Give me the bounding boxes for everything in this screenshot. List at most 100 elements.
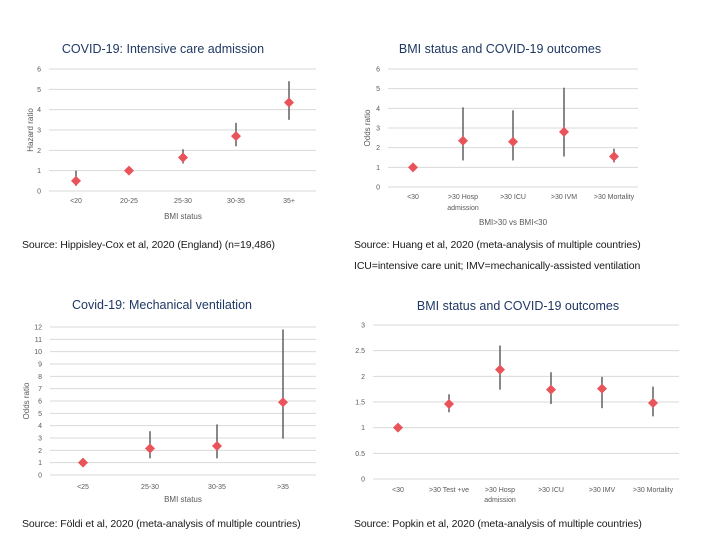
x-tick-label-line: admission	[484, 497, 516, 504]
data-point	[495, 364, 505, 375]
y-tick-label: 3	[37, 128, 41, 135]
x-tick-label: 25-30	[141, 484, 159, 491]
data-point	[444, 399, 454, 410]
chart-title: BMI status and COVID-19 outcomes	[399, 42, 601, 56]
x-tick-label-line: >30 Mortality	[633, 487, 674, 494]
y-tick-label: 0	[376, 185, 380, 192]
x-tick-label-line: >30 Mortality	[594, 194, 635, 201]
x-tick-label: <20	[70, 198, 82, 205]
y-tick-label: 1	[361, 425, 365, 432]
x-tick-label: 25-30	[174, 198, 192, 205]
x-tick-label-line: 30-35	[227, 198, 245, 205]
y-tick-label: 8	[38, 374, 42, 381]
y-tick-label: 2	[361, 374, 365, 381]
y-tick-label: 6	[376, 67, 380, 74]
x-tick-label: >30 IVM	[551, 194, 577, 201]
chart-title: BMI status and COVID-19 outcomes	[417, 299, 619, 313]
x-tick-label-line: >30 IMV	[589, 487, 616, 494]
y-tick-label: 1	[376, 165, 380, 172]
source-caption-icu: Source: Hippisley-Cox et al, 2020 (Engla…	[22, 239, 275, 251]
data-point	[546, 384, 556, 395]
y-tick-label: 6	[38, 399, 42, 406]
x-tick-label-line: >30 Test +ve	[429, 487, 469, 494]
x-tick-label: 20-25	[120, 198, 138, 205]
data-point	[231, 131, 241, 142]
abbreviation-note: ICU=intensive care unit; IMV=mechanicall…	[354, 260, 641, 272]
x-tick-label: 35+	[283, 198, 295, 205]
data-point	[124, 165, 134, 176]
source-caption-huang: Source: Huang et al, 2020 (meta-analysis…	[354, 239, 641, 251]
x-tick-label: <30	[392, 487, 404, 494]
chart-popkin-outcomes: BMI status and COVID-19 outcomes 0 0.5 1 1.…	[355, 299, 679, 504]
x-tick-label-line: >35	[277, 484, 289, 491]
y-tick-label: 2	[38, 448, 42, 455]
chart-huang-outcomes: BMI status and COVID-19 outcomes 0 1 2 3 4 5 6…	[363, 42, 638, 227]
data-point	[393, 422, 403, 433]
data-point	[145, 443, 155, 454]
y-tick-label: 2	[37, 148, 41, 155]
x-tick-label: <30	[407, 194, 419, 201]
chart-title: Covid-19: Mechanical ventilation	[72, 298, 252, 312]
y-tick-label: 7	[38, 386, 42, 393]
y-tick-label: 0	[37, 189, 41, 196]
y-tick-label: 3	[361, 323, 365, 330]
y-tick-label: 0	[38, 473, 42, 480]
y-tick-label: 11	[35, 337, 42, 344]
x-tick-label: >35	[277, 484, 289, 491]
y-tick-label: 5	[37, 87, 41, 94]
y-tick-label: 9	[38, 362, 42, 369]
y-axis-label: Odds ratio	[363, 109, 372, 146]
x-axis-label: BMI status	[164, 212, 202, 221]
x-tick-label: >30 Mortality	[594, 194, 635, 201]
data-point	[284, 97, 294, 108]
x-tick-label: >30 IMV	[589, 487, 616, 494]
data-point	[212, 441, 222, 452]
x-tick-label: >30 Hosp admission	[484, 487, 516, 504]
y-tick-label: 10	[34, 349, 42, 356]
y-tick-label: 4	[37, 107, 41, 114]
y-axis-label: Hazard ratio	[26, 108, 35, 152]
x-tick-label-line: 30-35	[208, 484, 226, 491]
x-tick-label: >30 Test +ve	[429, 487, 469, 494]
chart-title: COVID-19: Intensive care admission	[62, 42, 264, 56]
y-tick-label: 1	[38, 460, 42, 467]
x-tick-label-line: >30 ICU	[500, 194, 526, 201]
data-point	[78, 457, 88, 468]
source-caption-popkin: Source: Popkin et al, 2020 (meta-analysi…	[354, 518, 642, 530]
x-tick-label: >30 Mortality	[633, 487, 674, 494]
x-tick-label-line: admission	[447, 205, 479, 212]
data-point	[609, 151, 619, 162]
x-tick-label-line: >30 ICU	[538, 487, 564, 494]
chart-mechanical-ventilation: Covid-19: Mechanical ventilation 0123456…	[22, 298, 316, 504]
data-point	[648, 398, 658, 409]
source-caption-ventilation: Source: Földi et al, 2020 (meta-analysis…	[22, 518, 301, 530]
y-tick-label: 5	[376, 86, 380, 93]
y-tick-label: 4	[376, 106, 380, 113]
x-axis-label: BMI status	[164, 495, 202, 504]
y-tick-label: 6	[37, 67, 41, 74]
x-tick-label-line: 25-30	[141, 484, 159, 491]
x-tick-label: >30 Hosp admission	[447, 194, 479, 212]
y-tick-label: 1	[37, 168, 41, 175]
x-axis-label: BMI>30 vs BMI<30	[479, 218, 548, 227]
x-tick-label: >30 ICU	[500, 194, 526, 201]
data-point	[178, 152, 188, 163]
x-tick-label-line: >30 Hosp	[485, 487, 515, 494]
x-tick-label-line: >30 Hosp	[448, 194, 478, 201]
x-tick-label-line: 20-25	[120, 198, 138, 205]
y-tick-label: 5	[38, 411, 42, 418]
x-tick-label-line: <30	[392, 487, 404, 494]
data-point	[71, 175, 81, 186]
y-tick-label: 0	[361, 477, 365, 484]
data-point	[559, 126, 569, 137]
x-tick-label: 30-35	[208, 484, 226, 491]
y-tick-label: 3	[376, 126, 380, 133]
x-tick-label-line: <30	[407, 194, 419, 201]
data-point	[458, 135, 468, 146]
y-tick-label: 4	[38, 423, 42, 430]
data-point	[408, 162, 418, 173]
x-tick-label-line: 35+	[283, 198, 295, 205]
y-tick-label: 12	[34, 325, 42, 332]
x-tick-label-line: 25-30	[174, 198, 192, 205]
